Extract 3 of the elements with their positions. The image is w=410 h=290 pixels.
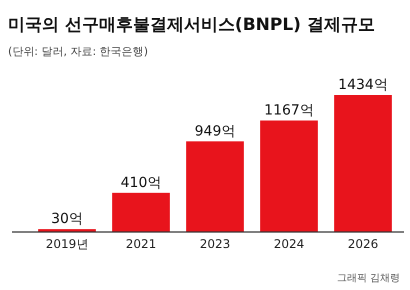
annotation: 그래픽 김채령 bbox=[336, 273, 400, 284]
subtitle: (단위: 달러, 자료: 한국은행) bbox=[8, 45, 148, 58]
title: 미국의 선구매후불결제서비스(BNPL) 결제규모 bbox=[8, 15, 375, 35]
